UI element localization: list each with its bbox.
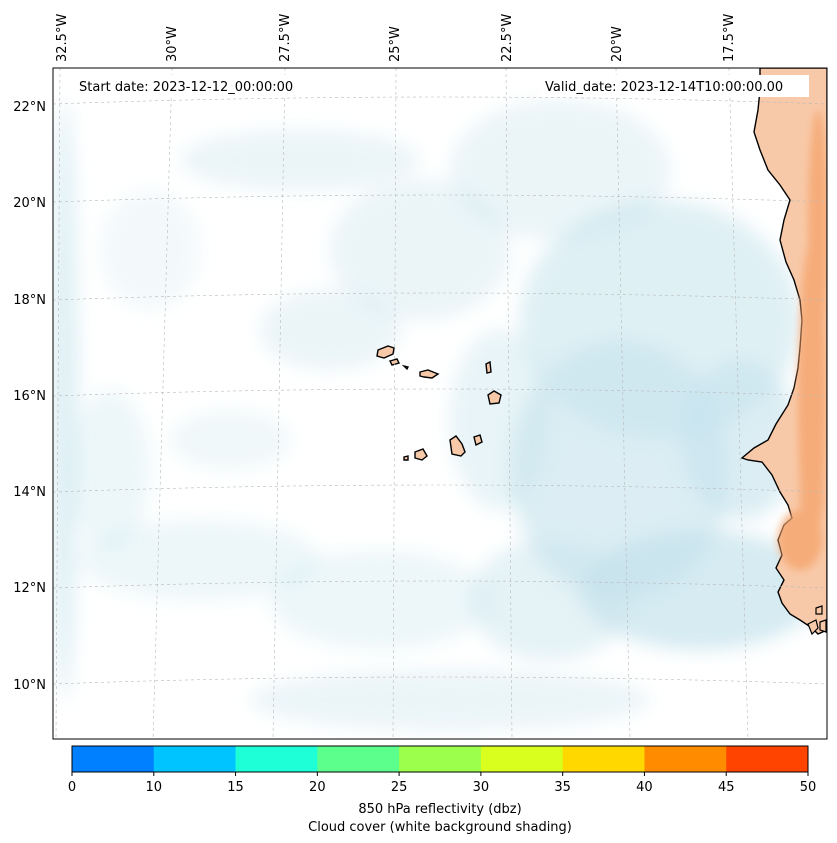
- lon-label: 17.5°W: [722, 14, 737, 62]
- colorbar-cell: [317, 746, 400, 772]
- colorbar-cell: [72, 746, 155, 772]
- colorbar: 0 10 15 20 25 30 35 40 45 50 850 hPa reflectivity…: [68, 745, 816, 835]
- start-date-text: Start date: 2023-12-12_00:00:00: [79, 80, 293, 95]
- cape-verde-islands: [376, 345, 502, 461]
- colorbar-tick-label: 15: [227, 780, 244, 795]
- colorbar-cell: [644, 746, 727, 772]
- colorbar-tick-label: 10: [146, 780, 163, 795]
- colorbar-label-line1: 850 hPa reflectivity (dbz): [358, 802, 521, 817]
- lat-label: 16°N: [13, 389, 46, 404]
- colorbar-cell: [153, 746, 237, 772]
- colorbar-tick-label: 50: [800, 780, 817, 795]
- colorbar-cell: [235, 746, 318, 772]
- map-content: [53, 68, 827, 730]
- lat-label: 22°N: [13, 100, 46, 115]
- lat-label: 20°N: [13, 196, 46, 211]
- coastal-islands: [807, 605, 827, 636]
- map-border: [52, 67, 828, 740]
- longitude-labels: 32.5°W 30°W 27.5°W 25°W 22.5°W 20°W 17.5…: [55, 14, 737, 62]
- lon-label: 32.5°W: [55, 14, 70, 62]
- colorbar-cell: [726, 746, 809, 772]
- colorbar-label-line2: Cloud cover (white background shading): [308, 820, 572, 835]
- colorbar-cell: [399, 746, 482, 772]
- lon-label: 25°W: [388, 26, 403, 62]
- colorbar-tick-label: 40: [636, 780, 653, 795]
- valid-date-box: [539, 75, 809, 97]
- colorbar-cell: [562, 746, 645, 772]
- colorbar-tick-label: 20: [309, 780, 326, 795]
- lat-label: 10°N: [13, 678, 46, 693]
- colorbar-cell: [480, 746, 564, 772]
- start-date-box: [72, 75, 320, 97]
- colorbar-tick-label: 45: [718, 780, 735, 795]
- lon-label: 22.5°W: [500, 14, 515, 62]
- map-gridlines: [53, 68, 827, 739]
- lat-label: 14°N: [13, 485, 46, 500]
- cloud-cover-shading: [53, 100, 820, 730]
- land-reflectivity-shading: [778, 110, 827, 570]
- colorbar-tick-label: 25: [391, 780, 408, 795]
- lat-label: 12°N: [13, 581, 46, 596]
- colorbar-ticks: 0 10 15 20 25 30 35 40 45 50: [68, 772, 816, 795]
- colorbar-border: [71, 745, 809, 773]
- latitude-labels: 22°N 20°N 18°N 16°N 14°N 12°N 10°N: [13, 100, 46, 693]
- colorbar-cells: [72, 746, 809, 772]
- colorbar-tick-label: 0: [68, 780, 76, 795]
- colorbar-tick-label: 35: [554, 780, 571, 795]
- valid-date-text: Valid_date: 2023-12-14T10:00:00.00: [545, 80, 783, 95]
- colorbar-tick-label: 30: [473, 780, 490, 795]
- lat-label: 18°N: [13, 293, 46, 308]
- lon-label: 30°W: [165, 26, 180, 62]
- lon-label: 27.5°W: [278, 14, 293, 62]
- lon-label: 20°W: [610, 26, 625, 62]
